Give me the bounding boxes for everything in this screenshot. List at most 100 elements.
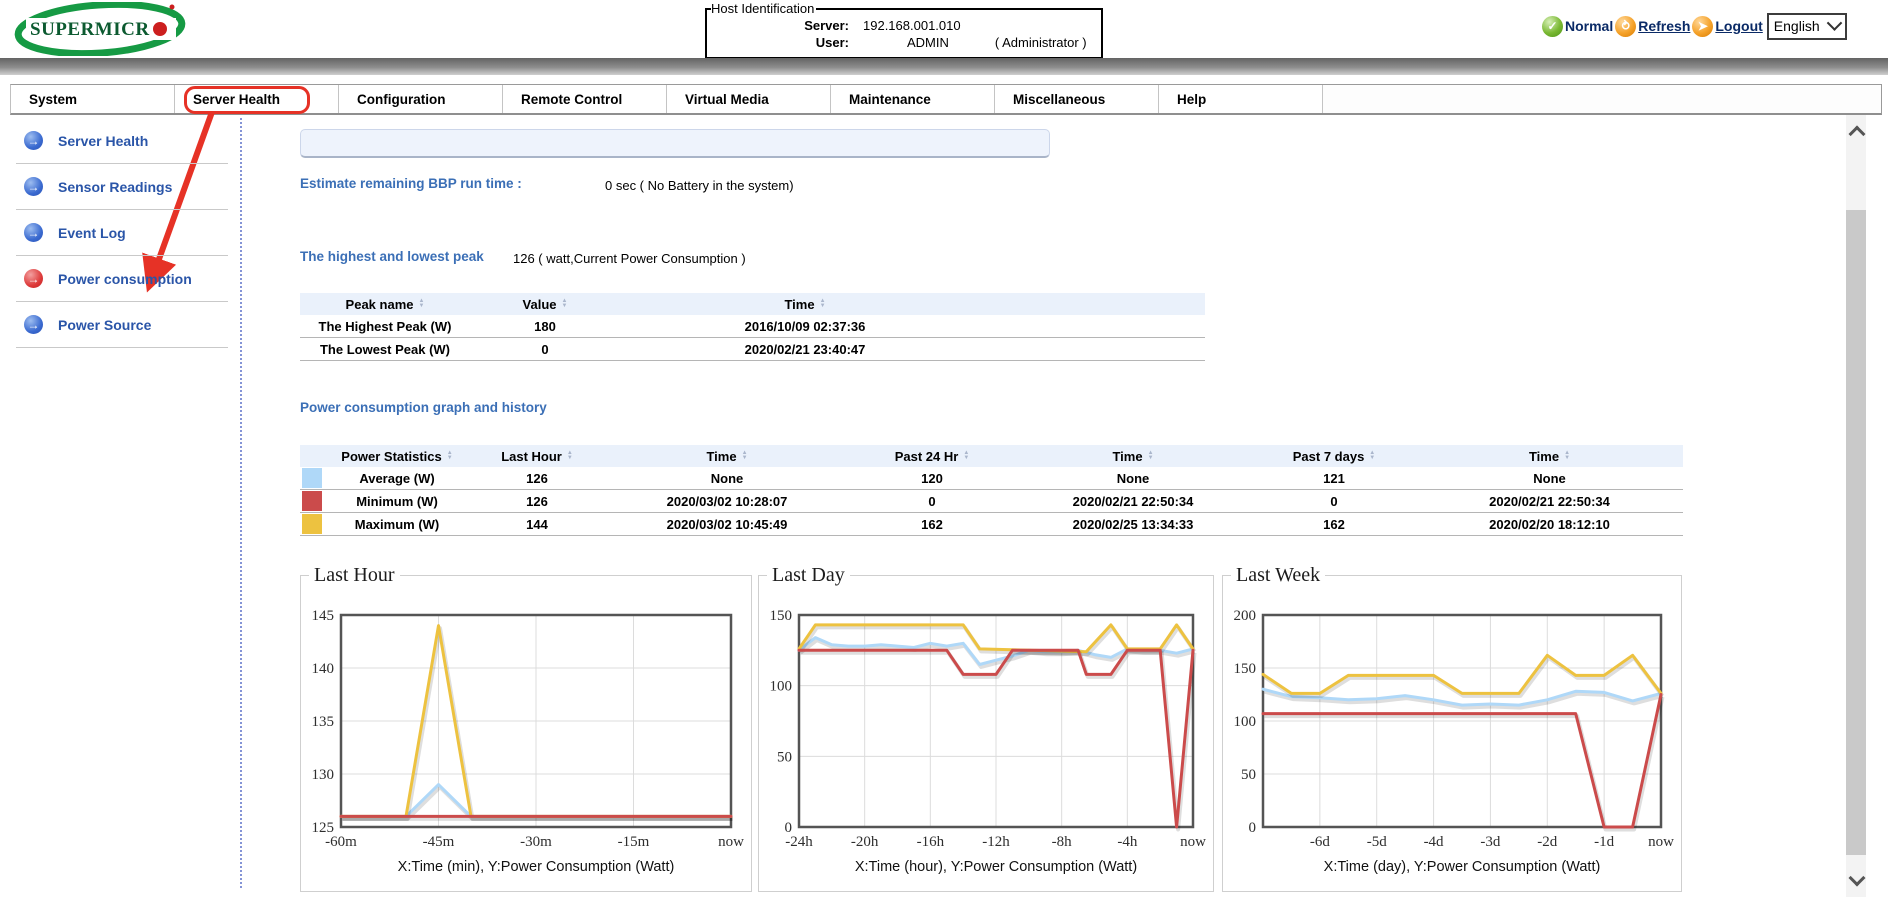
sidebar-item-power-source[interactable]: →Power Source	[16, 302, 228, 348]
arrow-circle-icon: →	[24, 223, 43, 242]
svg-text:-4h: -4h	[1117, 834, 1137, 850]
svg-text:145: 145	[312, 608, 335, 624]
svg-text:150: 150	[770, 608, 793, 624]
nav-item-label: Help	[1177, 92, 1206, 107]
data-cell: The Highest Peak (W)	[300, 319, 470, 334]
sidebar-item-server-health[interactable]: →Server Health	[16, 118, 228, 164]
supermicro-logo: SUPERMICR	[12, 2, 212, 56]
svg-text:50: 50	[1241, 767, 1256, 783]
series-color-swatch	[302, 468, 322, 488]
chart-last-day: Last Day050100150-24h-20h-16h-12h-8h-4hn…	[758, 575, 1214, 892]
sort-icon: ▲▼	[562, 299, 568, 309]
svg-text:-15m: -15m	[618, 834, 650, 850]
chart-last-hour: Last Hour125130135140145-60m-45m-30m-15m…	[300, 575, 752, 892]
svg-text:-12h: -12h	[982, 834, 1010, 850]
header-cell-past-24-hr[interactable]: Past 24 Hr▲▼	[850, 449, 1014, 464]
logout-link[interactable]: Logout	[1715, 18, 1762, 34]
nav-item-configuration[interactable]: Configuration	[339, 85, 503, 113]
data-cell: 162	[1252, 517, 1416, 532]
nav-item-virtual-media[interactable]: Virtual Media	[667, 85, 831, 113]
header-cell-past-7-days[interactable]: Past 7 days▲▼	[1252, 449, 1416, 464]
header-cell-time[interactable]: Time▲▼	[1416, 449, 1683, 464]
host-identification-box: Host Identification Server: 192.168.001.…	[705, 1, 1103, 59]
data-cell: 162	[850, 517, 1014, 532]
sidebar-separator	[240, 118, 242, 888]
svg-text:X:Time (hour), Y:Power Consump: X:Time (hour), Y:Power Consumption (Watt…	[855, 859, 1137, 875]
series-color-swatch	[302, 491, 322, 511]
peak-table: Peak name▲▼Value▲▼Time▲▼ The Highest Peak…	[300, 293, 1205, 361]
bbp-label: Estimate remaining BBP run time :	[300, 176, 522, 191]
user-label: User:	[713, 34, 849, 51]
refresh-icon[interactable]: ⥁	[1615, 16, 1636, 37]
header-cell-last-hour[interactable]: Last Hour▲▼	[470, 449, 604, 464]
nav-item-miscellaneous[interactable]: Miscellaneous	[995, 85, 1159, 113]
table-row: The Lowest Peak (W)02020/02/21 23:40:47	[300, 338, 1205, 361]
svg-text:now: now	[1180, 834, 1206, 850]
nav-item-remote-control[interactable]: Remote Control	[503, 85, 667, 113]
chart-canvas: 050100150-24h-20h-16h-12h-8h-4hnowX:Time…	[759, 576, 1213, 889]
sort-icon: ▲▼	[742, 451, 748, 461]
nav-item-label: Virtual Media	[685, 92, 769, 107]
peak-section-title: The highest and lowest peak	[300, 249, 484, 264]
nav-item-help[interactable]: Help	[1159, 85, 1323, 113]
svg-text:-60m: -60m	[325, 834, 357, 850]
language-select[interactable]: English	[1767, 13, 1847, 40]
data-cell: 2020/02/21 22:50:34	[1416, 494, 1683, 509]
svg-text:now: now	[718, 834, 744, 850]
bbp-value: 0 sec ( No Battery in the system)	[605, 178, 794, 193]
table-row: The Highest Peak (W)1802016/10/09 02:37:…	[300, 315, 1205, 338]
sort-icon: ▲▼	[820, 299, 826, 309]
series-maximum-w-	[1263, 655, 1661, 693]
logout-icon[interactable]: ➤	[1692, 16, 1713, 37]
refresh-link[interactable]: Refresh	[1638, 18, 1690, 34]
header-cell-peak-name[interactable]: Peak name▲▼	[300, 297, 470, 312]
header-cell-time[interactable]: Time▲▼	[620, 297, 990, 312]
status-normal-icon: ✓	[1542, 16, 1563, 37]
history-section-title: Power consumption graph and history	[300, 400, 547, 415]
svg-text:-45m: -45m	[423, 834, 455, 850]
data-cell: 120	[850, 471, 1014, 486]
status-strip	[300, 129, 1050, 158]
arrow-circle-icon: →	[24, 315, 43, 334]
svg-text:135: 135	[312, 714, 335, 730]
sort-icon: ▲▼	[1564, 451, 1570, 461]
sidebar-item-power-consumption[interactable]: →Power consumption	[16, 256, 228, 302]
sidebar-item-label: Server Health	[58, 133, 148, 149]
header-cell-value[interactable]: Value▲▼	[470, 297, 620, 312]
data-cell: 2020/02/21 23:40:47	[620, 342, 990, 357]
nav-filler	[1323, 85, 1881, 113]
svg-text:130: 130	[312, 767, 335, 783]
svg-text:-30m: -30m	[520, 834, 552, 850]
user-value: ADMIN	[907, 34, 949, 51]
nav-bar: SystemServer Health Configuration Remote C…	[10, 84, 1882, 115]
data-cell: 121	[1252, 471, 1416, 486]
nav-item-maintenance[interactable]: Maintenance	[831, 85, 995, 113]
svg-text:SUPERMICR: SUPERMICR	[30, 19, 150, 40]
nav-item-label: Configuration	[357, 92, 445, 107]
peak-current-value: 126 ( watt,Current Power Consumption )	[513, 251, 746, 266]
svg-text:-8h: -8h	[1052, 834, 1072, 850]
header-cell-time[interactable]: Time▲▼	[1014, 449, 1252, 464]
nav-item-system[interactable]: System	[11, 85, 175, 113]
svg-text:100: 100	[1234, 714, 1257, 730]
sort-icon: ▲▼	[567, 451, 573, 461]
sidebar: →Server Health→Sensor Readings→Event Log…	[0, 118, 240, 348]
data-cell: 0	[850, 494, 1014, 509]
sidebar-item-sensor-readings[interactable]: →Sensor Readings	[16, 164, 228, 210]
header-cell-time[interactable]: Time▲▼	[604, 449, 850, 464]
data-cell: Average (W)	[324, 471, 470, 486]
data-cell: 0	[470, 342, 620, 357]
nav-item-label: Remote Control	[521, 92, 622, 107]
sort-icon: ▲▼	[1369, 451, 1375, 461]
header-cell-power-statistics[interactable]: Power Statistics▲▼	[324, 449, 470, 464]
data-cell: 2020/03/02 10:45:49	[604, 517, 850, 532]
svg-text:-3d: -3d	[1480, 834, 1500, 850]
svg-text:X:Time (min), Y:Power Consumpt: X:Time (min), Y:Power Consumption (Watt)	[398, 859, 675, 875]
scrollbar-thumb[interactable]	[1846, 210, 1866, 855]
data-cell: 2020/02/25 13:34:33	[1014, 517, 1252, 532]
sidebar-item-event-log[interactable]: →Event Log	[16, 210, 228, 256]
swatch-cell	[300, 491, 324, 511]
svg-text:-6d: -6d	[1310, 834, 1330, 850]
chart-canvas: 125130135140145-60m-45m-30m-15mnowX:Time…	[301, 576, 751, 889]
nav-item-server-health[interactable]: Server Health	[175, 85, 339, 113]
